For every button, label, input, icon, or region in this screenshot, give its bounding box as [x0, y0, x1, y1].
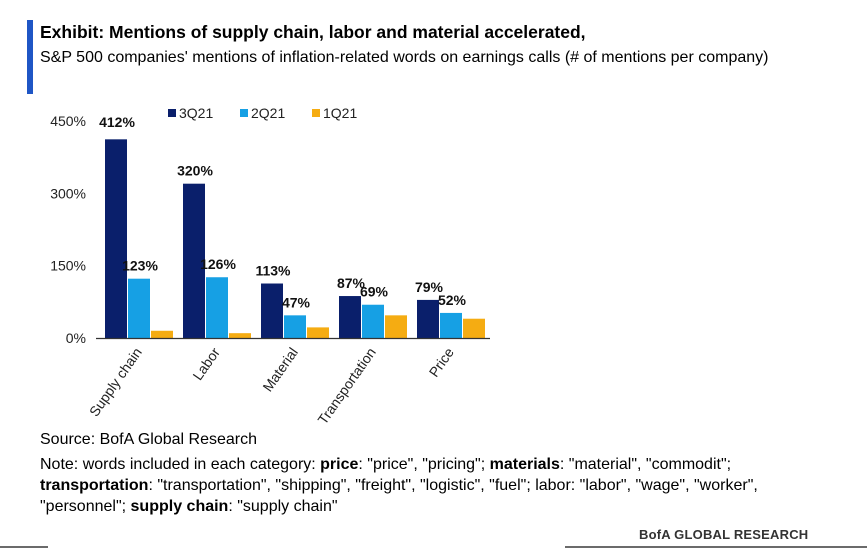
bar-3q21-supply-chain	[105, 139, 127, 338]
bar-2q21-material	[284, 315, 306, 338]
note-keyword: transportation	[40, 477, 149, 494]
accent-bar	[27, 20, 33, 94]
bar-chart: 0% 150% 300% 450% 412% 123% Supply chain 320% 12…	[50, 105, 490, 428]
note-run: : "price", "pricing";	[358, 456, 490, 473]
bar-1q21-price	[463, 318, 485, 338]
bottom-rule-right	[565, 546, 867, 548]
data-label: 123%	[122, 258, 158, 274]
data-label: 320%	[177, 163, 213, 179]
category-label: Price	[426, 344, 458, 379]
bar-1q21-labor	[229, 333, 251, 338]
bar-3q21-material	[261, 283, 283, 338]
bar-2q21-labor	[206, 277, 228, 338]
y-tick-label: 150%	[50, 258, 86, 274]
category-label: Material	[259, 345, 301, 395]
brand-label: BofA GLOBAL RESEARCH	[639, 527, 809, 542]
note-run: : "supply chain"	[228, 498, 338, 515]
legend-swatch-3q21	[168, 109, 176, 117]
category-label: Supply chain	[86, 345, 145, 420]
data-label: 79%	[415, 279, 444, 295]
data-label: 47%	[282, 294, 311, 310]
note-text: Note: words included in each category: p…	[40, 454, 840, 517]
data-label: 52%	[438, 292, 467, 308]
bar-2q21-transportation	[362, 304, 384, 338]
category-label: Labor	[189, 344, 223, 383]
y-tick-label: 0%	[66, 330, 86, 346]
note-keyword: supply chain	[130, 498, 229, 515]
note-keyword: price	[320, 456, 359, 473]
legend-swatch-2q21	[240, 109, 248, 117]
note-run: : "transportation", "shipping", "freight…	[40, 477, 758, 515]
y-tick-label: 300%	[50, 185, 86, 201]
exhibit-title: Exhibit: Mentions of supply chain, labor…	[40, 22, 586, 42]
bar-2q21-price	[440, 312, 462, 338]
bar-1q21-supply-chain	[151, 330, 173, 338]
bar-3q21-labor	[183, 183, 205, 338]
source-text: Source: BofA Global Research	[40, 431, 258, 448]
legend-label-3q21: 3Q21	[179, 105, 213, 121]
note-keyword: materials	[489, 456, 560, 473]
note-run: Note: words included in each category:	[40, 456, 321, 473]
bottom-rule-left	[0, 546, 48, 548]
data-label: 87%	[337, 275, 366, 291]
data-label: 69%	[360, 284, 389, 300]
note-run: : "material", "commodit";	[559, 456, 732, 473]
legend-label-2q21: 2Q21	[251, 105, 285, 121]
exhibit-subtitle: S&P 500 companies' mentions of inflation…	[40, 49, 769, 66]
legend-label-1q21: 1Q21	[323, 105, 357, 121]
data-label: 126%	[200, 256, 236, 272]
bar-1q21-transportation	[385, 315, 407, 338]
bar-3q21-price	[417, 299, 439, 338]
category-label: Transportation	[314, 345, 379, 428]
y-tick-label: 450%	[50, 113, 86, 129]
data-label: 412%	[99, 114, 135, 130]
bar-1q21-material	[307, 327, 329, 338]
legend-swatch-1q21	[312, 109, 320, 117]
data-label: 113%	[255, 263, 291, 279]
bar-2q21-supply-chain	[128, 278, 150, 338]
bar-3q21-transportation	[339, 296, 361, 338]
